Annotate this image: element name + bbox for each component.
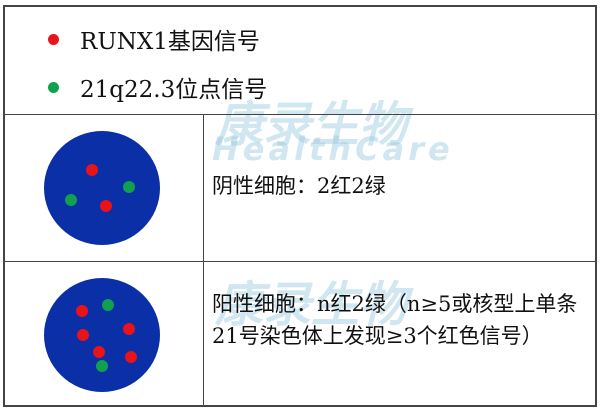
red-signal [100, 200, 112, 212]
row-divider [5, 114, 595, 115]
signal-table [3, 5, 597, 407]
positive-cell-description: 阳性细胞：n红2绿（n≥5或核型上单条21号染色体上发现≥3个红色信号） [212, 292, 578, 348]
red-signal [123, 323, 135, 335]
negative-cell-diagram [44, 131, 160, 245]
row-divider [5, 261, 595, 262]
red-signal [77, 329, 89, 341]
red-signal [76, 305, 88, 317]
legend-label: 21q22.3位点信号 [80, 77, 268, 103]
red-signal [93, 346, 105, 358]
column-divider [203, 115, 204, 405]
red-dot-icon [48, 33, 59, 45]
green-signal [102, 299, 114, 311]
red-signal [86, 164, 98, 176]
red-signal [125, 351, 137, 363]
green-signal [123, 181, 135, 193]
green-signal [65, 194, 77, 206]
legend-item-21q22: 21q22.3位点信号 [48, 70, 267, 104]
negative-cell-description: 阴性细胞：2红2绿 [212, 174, 386, 198]
legend-label: RUNX1基因信号 [80, 29, 260, 55]
legend-item-runx1: RUNX1基因信号 [48, 22, 260, 56]
green-signal [96, 360, 108, 372]
nucleus [44, 278, 160, 392]
green-dot-icon [48, 81, 59, 93]
nucleus [44, 131, 160, 245]
positive-cell-diagram [44, 278, 160, 392]
